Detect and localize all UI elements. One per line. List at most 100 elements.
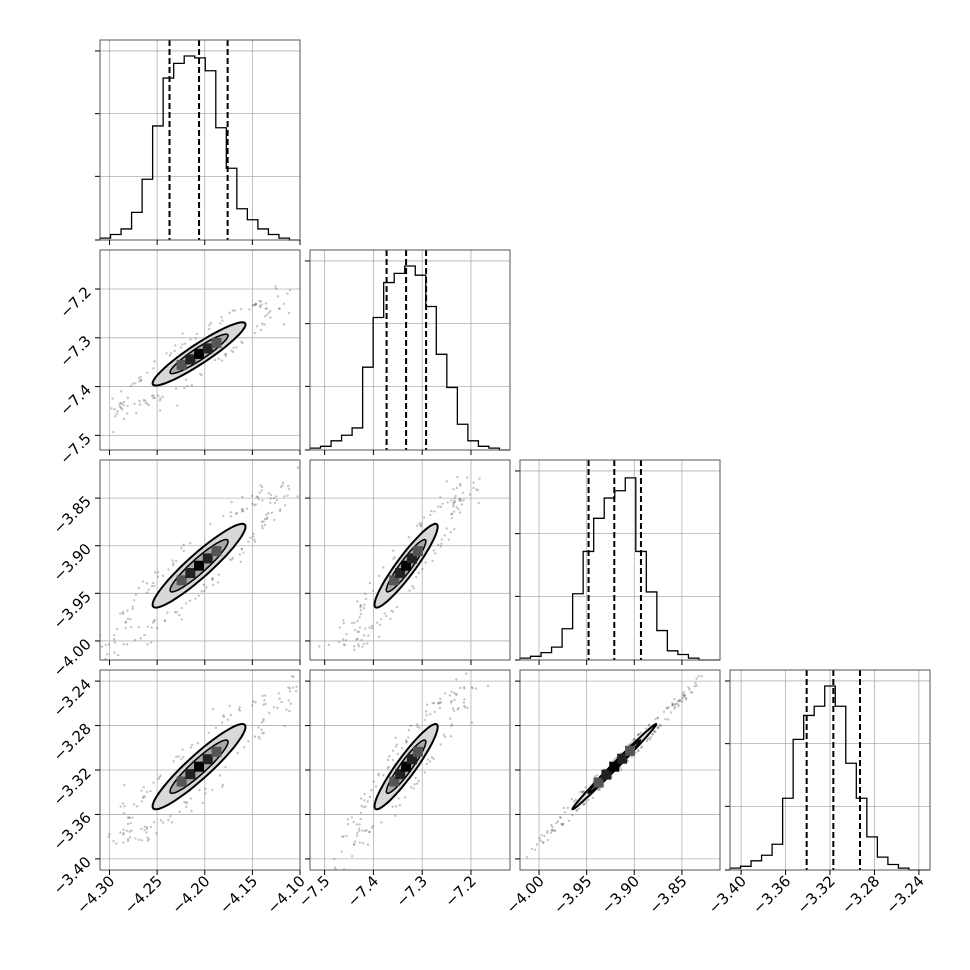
- scatter-point: [207, 327, 211, 331]
- scatter-point: [654, 717, 657, 721]
- scatter-points: [333, 672, 490, 874]
- scatter-point: [684, 696, 688, 700]
- scatter-point: [158, 775, 161, 779]
- scatter-point: [119, 402, 122, 405]
- histogram-step-line: [729, 685, 930, 871]
- scatter-point: [287, 686, 290, 689]
- scatter-point: [647, 724, 650, 728]
- scatter-point: [416, 723, 419, 726]
- scatter-point: [382, 774, 385, 777]
- scatter-point: [562, 822, 565, 825]
- scatter-point: [259, 328, 263, 332]
- scatter-point: [88, 420, 90, 422]
- scatter-point: [133, 599, 136, 602]
- scatter-point: [140, 839, 144, 842]
- scatter-point: [347, 872, 349, 874]
- histogram-panel-3: −3.40 −3.36 −3.32 −3.28 −3.24: [705, 669, 931, 917]
- scatter-point: [124, 621, 127, 624]
- scatter-point: [238, 705, 241, 709]
- scatter-point: [377, 772, 380, 775]
- scatter-point: [126, 609, 129, 612]
- scatter-point: [350, 855, 354, 858]
- scatter-point: [346, 817, 350, 821]
- scatter-point: [281, 481, 285, 484]
- scatter-point: [443, 692, 447, 695]
- scatter-point: [628, 743, 631, 746]
- scatter-point: [263, 523, 267, 527]
- scatter-point: [172, 760, 175, 763]
- scatter-point: [390, 609, 393, 613]
- scatter-point: [539, 839, 543, 842]
- scatter-point: [129, 618, 132, 621]
- scatter-point: [258, 299, 261, 303]
- scatter-point: [392, 557, 395, 560]
- x-tick-label: −7.2: [441, 872, 479, 910]
- scatter-point: [457, 507, 460, 511]
- scatter-point: [222, 715, 226, 718]
- density-cell: [407, 553, 418, 564]
- x-tick-label: −4.25: [121, 872, 166, 917]
- y-tick-label: −7.3: [56, 332, 94, 370]
- scatter-point: [370, 826, 374, 830]
- scatter-point: [352, 820, 355, 824]
- scatter-point: [251, 502, 254, 505]
- scatter-point: [596, 774, 599, 777]
- scatter-point: [221, 785, 224, 788]
- scatter-point: [223, 353, 227, 356]
- scatter-point: [463, 698, 466, 701]
- scatter-point: [697, 675, 700, 678]
- scatter-point: [475, 488, 478, 491]
- scatter-point: [653, 730, 656, 734]
- scatter-point: [471, 687, 474, 690]
- scatter-point: [230, 500, 233, 504]
- scatter-point: [185, 805, 188, 809]
- scatter-point: [259, 305, 262, 309]
- scatter-point: [126, 822, 130, 826]
- scatter-point: [283, 724, 286, 728]
- scatter-point: [397, 797, 400, 800]
- scatter-point: [470, 686, 474, 689]
- scatter-point: [260, 322, 264, 325]
- density-cell: [176, 359, 187, 370]
- scatter-point: [695, 684, 698, 687]
- scatter-point: [656, 727, 659, 730]
- scatter-point: [462, 686, 466, 689]
- x-tick-label: −3.24: [882, 872, 927, 917]
- density-cell: [194, 560, 205, 571]
- scatter-point: [228, 558, 232, 561]
- scatter-point: [189, 746, 193, 749]
- scatter-point: [248, 308, 251, 311]
- scatter-point: [393, 555, 396, 559]
- scatter-point: [296, 495, 299, 498]
- histogram-panel-0: [95, 39, 301, 245]
- scatter-point: [152, 619, 156, 623]
- scatter-point: [341, 835, 344, 839]
- y-tick-label: −3.85: [50, 492, 95, 537]
- scatter-point: [362, 642, 366, 646]
- scatter-point: [240, 508, 244, 511]
- scatter-point: [436, 702, 440, 705]
- scatter-point: [407, 728, 410, 732]
- scatter-point: [257, 497, 260, 501]
- scatter-point: [459, 686, 462, 690]
- scatter-point: [238, 553, 241, 556]
- scatter-point: [567, 819, 571, 823]
- scatter-point: [190, 384, 194, 387]
- scatter-point: [454, 693, 458, 696]
- scatter-point: [217, 357, 220, 361]
- scatter-point: [259, 300, 263, 303]
- scatter-point: [430, 756, 434, 759]
- scatter-point: [140, 378, 143, 382]
- scatter-point: [550, 823, 553, 827]
- scatter-point: [134, 593, 138, 596]
- scatter-point: [420, 522, 423, 525]
- scatter-point: [189, 797, 192, 800]
- scatter-point: [461, 491, 465, 495]
- scatter-point: [681, 694, 685, 697]
- scatter-point: [113, 641, 117, 644]
- scatter-point: [418, 522, 421, 525]
- scatter-point: [235, 346, 238, 349]
- scatter-point: [391, 549, 395, 552]
- scatter-point: [247, 739, 250, 743]
- scatter-point: [286, 494, 289, 497]
